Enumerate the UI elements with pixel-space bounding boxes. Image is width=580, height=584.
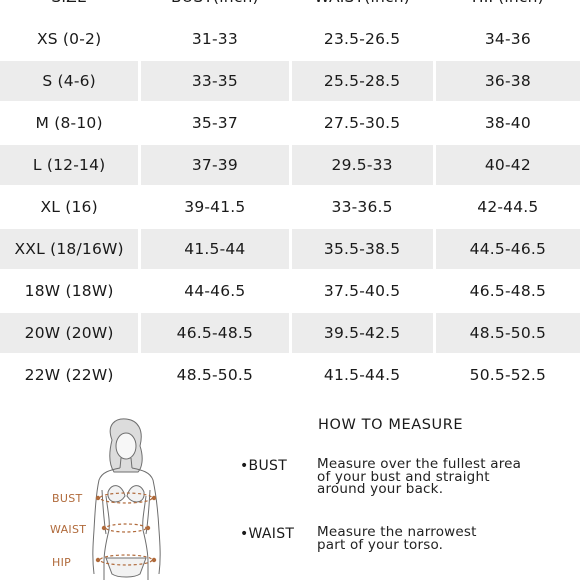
cell-size: XS (0-2) — [0, 19, 139, 59]
waist-instruction-text: Measure the narrowest part of your torso… — [317, 526, 477, 551]
cell-hip: 34-36 — [435, 19, 580, 59]
measurement-figure: BUST WAIST HIP — [40, 412, 200, 580]
table-row: XL (16) 39-41.5 33-36.5 42-44.5 — [0, 186, 580, 228]
table-row: 18W (18W) 44-46.5 37.5-40.5 46.5-48.5 — [0, 270, 580, 312]
cell-waist: 25.5-28.5 — [291, 61, 433, 101]
table-row: L (12-14) 37-39 29.5-33 40-42 — [0, 144, 580, 186]
table-row: XS (0-2) 31-33 23.5-26.5 34-36 — [0, 18, 580, 60]
cell-bust: 37-39 — [141, 145, 289, 185]
cell-hip: 50.5-52.5 — [435, 355, 580, 395]
cell-hip: 48.5-50.5 — [435, 313, 580, 353]
waist-instruction-label: •WAIST — [240, 526, 295, 542]
table-header-row: SIZE BUST(inch) WAIST(inch) HIP(inch) — [0, 0, 580, 18]
waist-instruction-line: Measure the narrowest — [317, 524, 477, 540]
figure-label-hip: HIP — [52, 556, 72, 569]
cell-waist: 27.5-30.5 — [291, 103, 433, 143]
cell-bust: 31-33 — [141, 19, 289, 59]
cell-hip: 38-40 — [435, 103, 580, 143]
cell-hip: 42-44.5 — [435, 187, 580, 227]
cell-bust: 46.5-48.5 — [141, 313, 289, 353]
table-row: 22W (22W) 48.5-50.5 41.5-44.5 50.5-52.5 — [0, 354, 580, 396]
bust-instruction-label: •BUST — [240, 458, 288, 474]
cell-size: 18W (18W) — [0, 271, 139, 311]
bust-instruction-line: around your back. — [317, 481, 444, 497]
cell-hip: 40-42 — [435, 145, 580, 185]
cell-waist: 35.5-38.5 — [291, 229, 433, 269]
header-bust: BUST(inch) — [141, 0, 289, 17]
cell-waist: 23.5-26.5 — [291, 19, 433, 59]
bust-instruction-line: of your bust and straight — [317, 468, 490, 485]
how-to-measure-title: HOW TO MEASURE — [318, 417, 464, 433]
cell-hip: 46.5-48.5 — [435, 271, 580, 311]
figure-label-waist: WAIST — [50, 523, 87, 536]
size-chart-table: SIZE BUST(inch) WAIST(inch) HIP(inch) XS… — [0, 0, 580, 396]
cell-bust: 44-46.5 — [141, 271, 289, 311]
waist-instruction-line: part of your torso. — [317, 536, 444, 553]
cell-bust: 48.5-50.5 — [141, 355, 289, 395]
body-outline-icon — [92, 418, 161, 580]
cell-size: XL (16) — [0, 187, 139, 227]
cell-waist: 39.5-42.5 — [291, 313, 433, 353]
cell-size: 22W (22W) — [0, 355, 139, 395]
cell-hip: 36-38 — [435, 61, 580, 101]
header-waist: WAIST(inch) — [291, 0, 433, 17]
cell-bust: 41.5-44 — [141, 229, 289, 269]
cell-waist: 41.5-44.5 — [291, 355, 433, 395]
bust-instruction-line: Measure over the fullest area — [317, 456, 522, 472]
cell-size: S (4-6) — [0, 61, 139, 101]
header-size: SIZE — [0, 0, 139, 17]
cell-hip: 44.5-46.5 — [435, 229, 580, 269]
header-hip: HIP(inch) — [435, 0, 580, 17]
table-row: XXL (18/16W) 41.5-44 35.5-38.5 44.5-46.5 — [0, 228, 580, 270]
cell-size: XXL (18/16W) — [0, 229, 139, 269]
cell-bust: 39-41.5 — [141, 187, 289, 227]
figure-label-bust: BUST — [52, 492, 83, 505]
table-row: S (4-6) 33-35 25.5-28.5 36-38 — [0, 60, 580, 102]
table-row: 20W (20W) 46.5-48.5 39.5-42.5 48.5-50.5 — [0, 312, 580, 354]
cell-size: M (8-10) — [0, 103, 139, 143]
bust-instruction-text: Measure over the fullest area of your bu… — [317, 458, 521, 496]
cell-size: 20W (20W) — [0, 313, 139, 353]
cell-waist: 29.5-33 — [291, 145, 433, 185]
cell-waist: 33-36.5 — [291, 187, 433, 227]
cell-bust: 33-35 — [141, 61, 289, 101]
cell-bust: 35-37 — [141, 103, 289, 143]
cell-size: L (12-14) — [0, 145, 139, 185]
table-row: M (8-10) 35-37 27.5-30.5 38-40 — [0, 102, 580, 144]
cell-waist: 37.5-40.5 — [291, 271, 433, 311]
